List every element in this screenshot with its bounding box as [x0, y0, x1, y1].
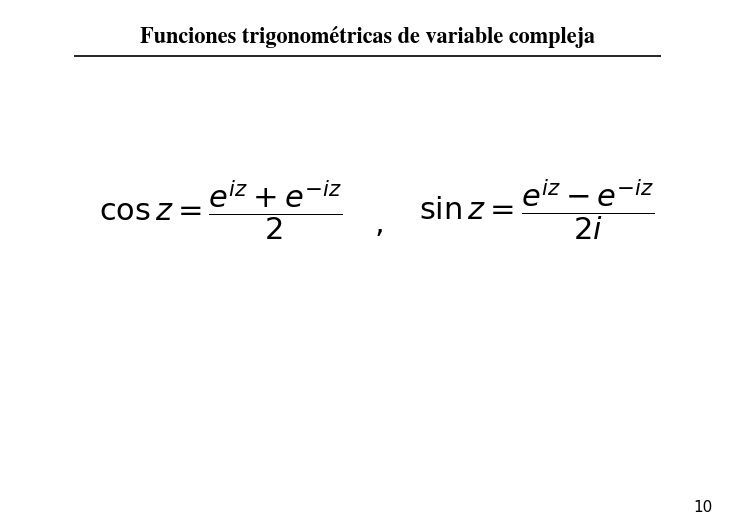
Text: $\sin z = \dfrac{e^{iz}-e^{-iz}}{2i}$: $\sin z = \dfrac{e^{iz}-e^{-iz}}{2i}$ — [419, 178, 654, 242]
Text: $,$: $,$ — [374, 208, 383, 238]
Text: 10: 10 — [694, 499, 713, 514]
Text: Funciones trigonométricas de variable compleja: Funciones trigonométricas de variable co… — [140, 26, 595, 48]
Text: $\cos z = \dfrac{e^{iz}+e^{-iz}}{2}$: $\cos z = \dfrac{e^{iz}+e^{-iz}}{2}$ — [98, 178, 343, 242]
